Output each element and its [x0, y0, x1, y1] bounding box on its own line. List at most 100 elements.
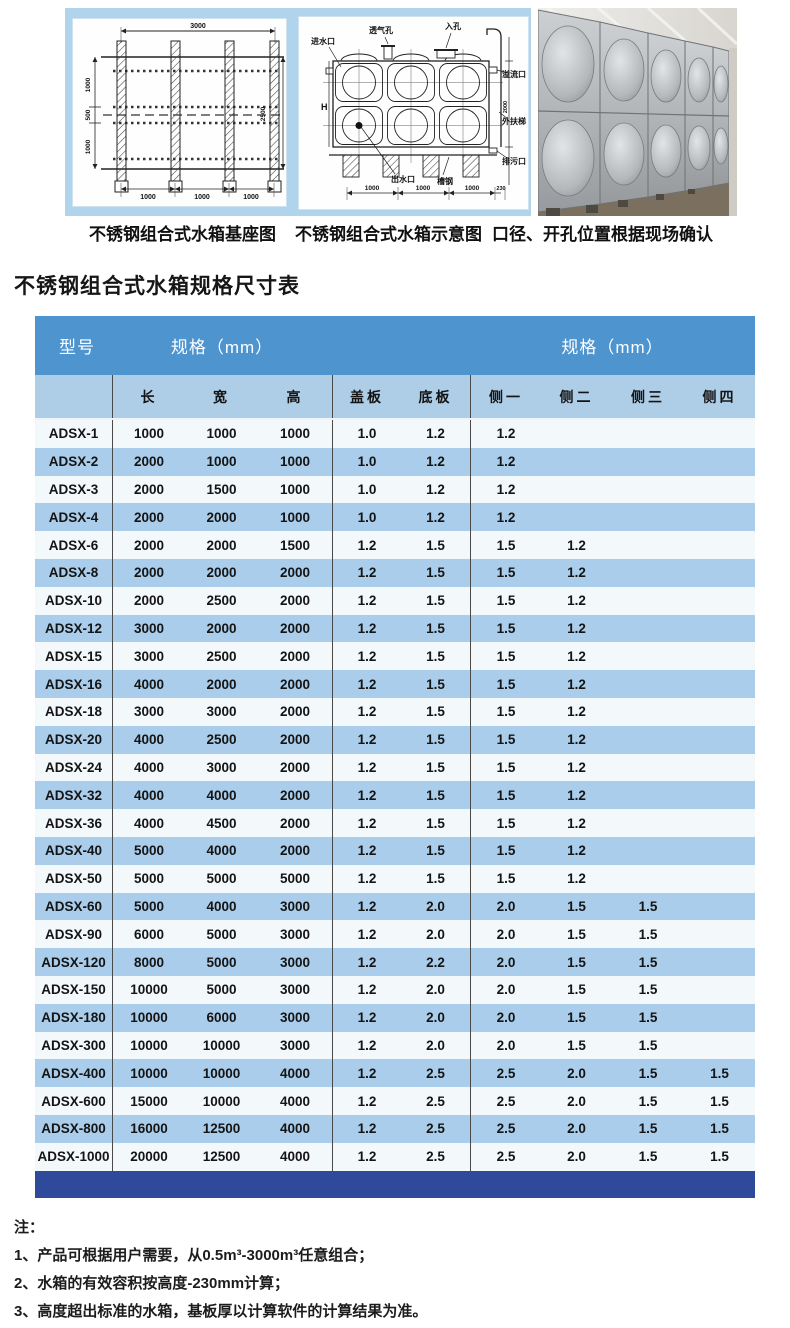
value-cell — [612, 503, 684, 531]
manhole-label: 入孔 — [444, 21, 461, 31]
value-cell: 1.2 — [332, 670, 401, 698]
value-cell: 1.5 — [426, 704, 445, 720]
dim-bottom-2: 1000 — [194, 194, 210, 201]
base-diagram-drawing: 3000 — [85, 23, 286, 201]
table-row: ADSX-400 10000 10000 4000 1.2 2.5 2.5 2.0 1.5 1.5 — [35, 1059, 755, 1088]
value-cell — [541, 448, 612, 476]
value-cell: 3000 — [279, 926, 311, 942]
value-cell — [684, 948, 755, 976]
channel-label: 槽钢 — [437, 176, 453, 186]
value-cell: 2000 — [112, 447, 185, 476]
model-cell: ADSX-18 — [44, 704, 103, 720]
model-cell: ADSX-180 — [41, 1010, 106, 1026]
value-cell: 2.2 — [426, 954, 445, 970]
value-cell: 1.5 — [638, 926, 658, 942]
s-dim-3: 1000 — [465, 185, 480, 192]
overflow-label: 溢流口 — [502, 69, 526, 79]
caption-photo: 口径、开孔位置根据现场确认 — [492, 225, 713, 244]
value-cell: 1000 — [206, 426, 237, 442]
value-cell: 1.5 — [567, 982, 586, 998]
value-cell: 1.2 — [470, 503, 541, 532]
model-cell: ADSX-2 — [48, 454, 99, 470]
value-cell: 2000 — [112, 531, 185, 559]
value-cell: 2.5 — [470, 1114, 541, 1143]
value-cell: 1.2 — [332, 614, 401, 643]
value-cell: 4000 — [206, 843, 237, 859]
value-cell: 12500 — [202, 1121, 241, 1137]
value-cell: 1.2 — [332, 586, 401, 615]
dim-left-2: 500 — [85, 109, 92, 120]
table-row: ADSX-24 4000 3000 2000 1.2 1.5 1.5 1.2 — [35, 753, 755, 782]
value-cell: 2.0 — [567, 1065, 586, 1081]
value-cell: 1.2 — [567, 732, 586, 748]
table-row: ADSX-8 2000 2000 2000 1.2 1.5 1.5 1.2 — [35, 558, 755, 587]
subheader-height: 高 — [286, 388, 304, 405]
value-cell: 2.5 — [426, 1065, 445, 1081]
value-cell: 1.2 — [470, 475, 541, 504]
value-cell: 6000 — [112, 920, 185, 949]
value-cell: 1.5 — [567, 898, 586, 914]
value-cell: 10000 — [202, 1065, 241, 1081]
value-cell: 2000 — [112, 475, 185, 504]
spec-table: 型号 规格（mm） 规格（mm） 长 宽 高 盖板 底板 侧一 侧二 侧三 侧四… — [35, 316, 755, 1198]
value-cell: 2000 — [279, 593, 311, 609]
table-row: ADSX-1 1000 1000 1000 1.0 1.2 1.2 — [35, 420, 755, 448]
value-cell: 1500 — [206, 481, 237, 497]
value-cell: 1.5 — [567, 1037, 586, 1053]
model-cell: ADSX-60 — [44, 898, 103, 914]
model-cell: ADSX-6 — [48, 537, 99, 553]
value-cell: 1.2 — [332, 975, 401, 1004]
value-cell: 4000 — [112, 670, 185, 698]
note-item-1: 1、产品可根据用户需要，从0.5m³-3000m³任意组合； — [14, 1246, 374, 1264]
value-cell: 3000 — [112, 642, 185, 671]
table-row: ADSX-1000 20000 12500 4000 1.2 2.5 2.5 2.0 1.5 1.… — [35, 1142, 755, 1171]
value-cell: 1000 — [112, 420, 185, 448]
value-cell: 2.0 — [426, 1010, 445, 1026]
value-cell: 1.2 — [567, 676, 586, 692]
value-cell: 1.5 — [470, 614, 541, 643]
value-cell: 2.0 — [426, 898, 445, 914]
model-cell: ADSX-120 — [41, 954, 106, 970]
dim-top: 3000 — [190, 23, 206, 30]
value-cell: 1.5 — [470, 642, 541, 671]
value-cell: 1.2 — [332, 1003, 401, 1032]
value-cell — [684, 893, 755, 921]
subheader-side1: 侧一 — [470, 375, 541, 418]
value-cell: 1.5 — [470, 836, 541, 865]
model-cell: ADSX-400 — [41, 1065, 106, 1081]
value-cell: 2000 — [279, 676, 311, 692]
value-cell: 1.5 — [567, 926, 586, 942]
subheader-side2: 侧二 — [559, 388, 594, 405]
value-cell: 1.5 — [638, 1010, 658, 1026]
model-cell: ADSX-20 — [44, 732, 103, 748]
s-dim-2: 1000 — [416, 185, 431, 192]
value-cell: 1.5 — [638, 1121, 658, 1137]
s-dim-1: 1000 — [365, 185, 380, 192]
value-cell — [684, 837, 755, 865]
value-cell: 2.0 — [426, 982, 445, 998]
value-cell — [612, 726, 684, 754]
model-cell: ADSX-300 — [41, 1037, 106, 1053]
value-cell: 1.0 — [332, 503, 401, 532]
value-cell — [612, 615, 684, 643]
value-cell: 4000 — [112, 809, 185, 837]
value-cell — [684, 726, 755, 754]
table-row: ADSX-6 2000 2000 1500 1.2 1.5 1.5 1.2 — [35, 531, 755, 559]
model-cell: ADSX-1 — [48, 426, 99, 442]
notes-label: 注： — [14, 1218, 45, 1236]
value-cell: 1.2 — [332, 725, 401, 754]
value-cell: 4500 — [206, 815, 237, 831]
value-cell: 10000 — [112, 1059, 185, 1088]
inlet-label: 进水口 — [311, 36, 335, 46]
tank-schematic-drawing: H 2000 — [311, 21, 526, 200]
value-cell — [684, 865, 755, 893]
subheader-bottom-plate: 底板 — [418, 388, 453, 405]
value-cell — [684, 448, 755, 476]
value-cell: 16000 — [112, 1114, 185, 1143]
value-cell: 3000 — [279, 954, 311, 970]
value-cell: 1.2 — [426, 481, 445, 497]
table-row: ADSX-180 10000 6000 3000 1.2 2.0 2.0 1.5 1.5 — [35, 1003, 755, 1032]
value-cell: 1.5 — [638, 1037, 658, 1053]
value-cell: 1.5 — [638, 982, 658, 998]
value-cell: 5000 — [206, 954, 237, 970]
